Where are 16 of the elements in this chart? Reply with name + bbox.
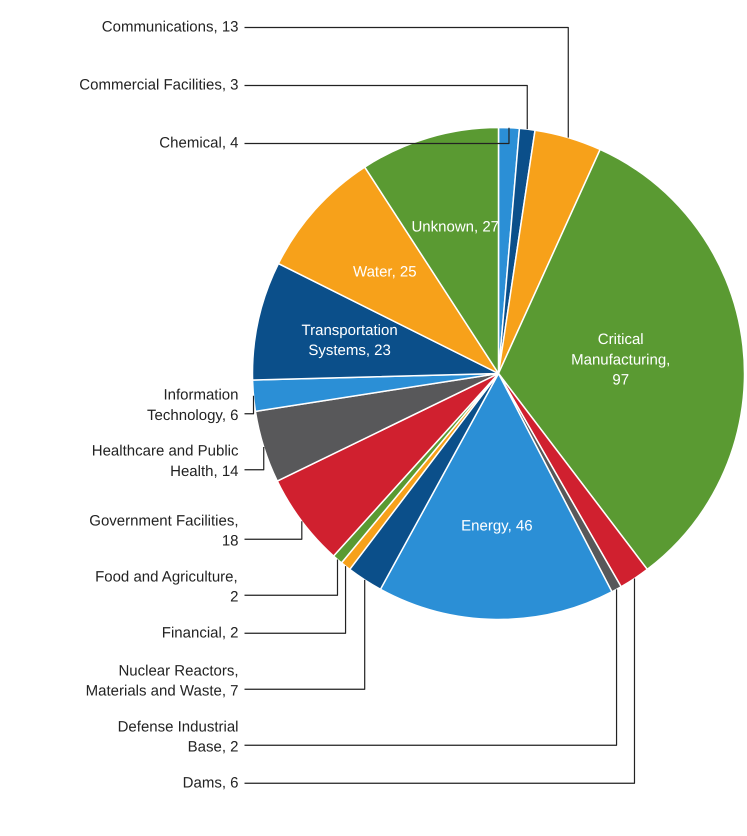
slice-label: Unknown, 27	[411, 218, 500, 236]
slice-label: Food and Agriculture, 2	[95, 568, 238, 606]
slice-label: Chemical, 4	[159, 134, 239, 152]
slice-label: Communications, 13	[102, 18, 239, 36]
slice-label: Commercial Facilities, 3	[79, 76, 239, 94]
slice-label: Dams, 6	[182, 774, 239, 792]
slice-label: Energy, 46	[461, 518, 533, 535]
slice-label: Defense Industrial Base, 2	[118, 718, 239, 756]
slice-label: Government Facilities, 18	[89, 512, 239, 550]
slice-label: Critical Manufacturing, 97	[571, 330, 670, 389]
slice-label: Healthcare and Public Health, 14	[92, 442, 239, 480]
slice-label: Financial, 2	[162, 624, 239, 642]
slice-label: Information Technology, 6	[147, 386, 239, 424]
slice-label: Transportation Systems, 23	[302, 322, 398, 360]
slice-label: Nuclear Reactors, Materials and Waste, 7	[86, 662, 239, 700]
slice-label: Water, 25	[352, 263, 417, 280]
